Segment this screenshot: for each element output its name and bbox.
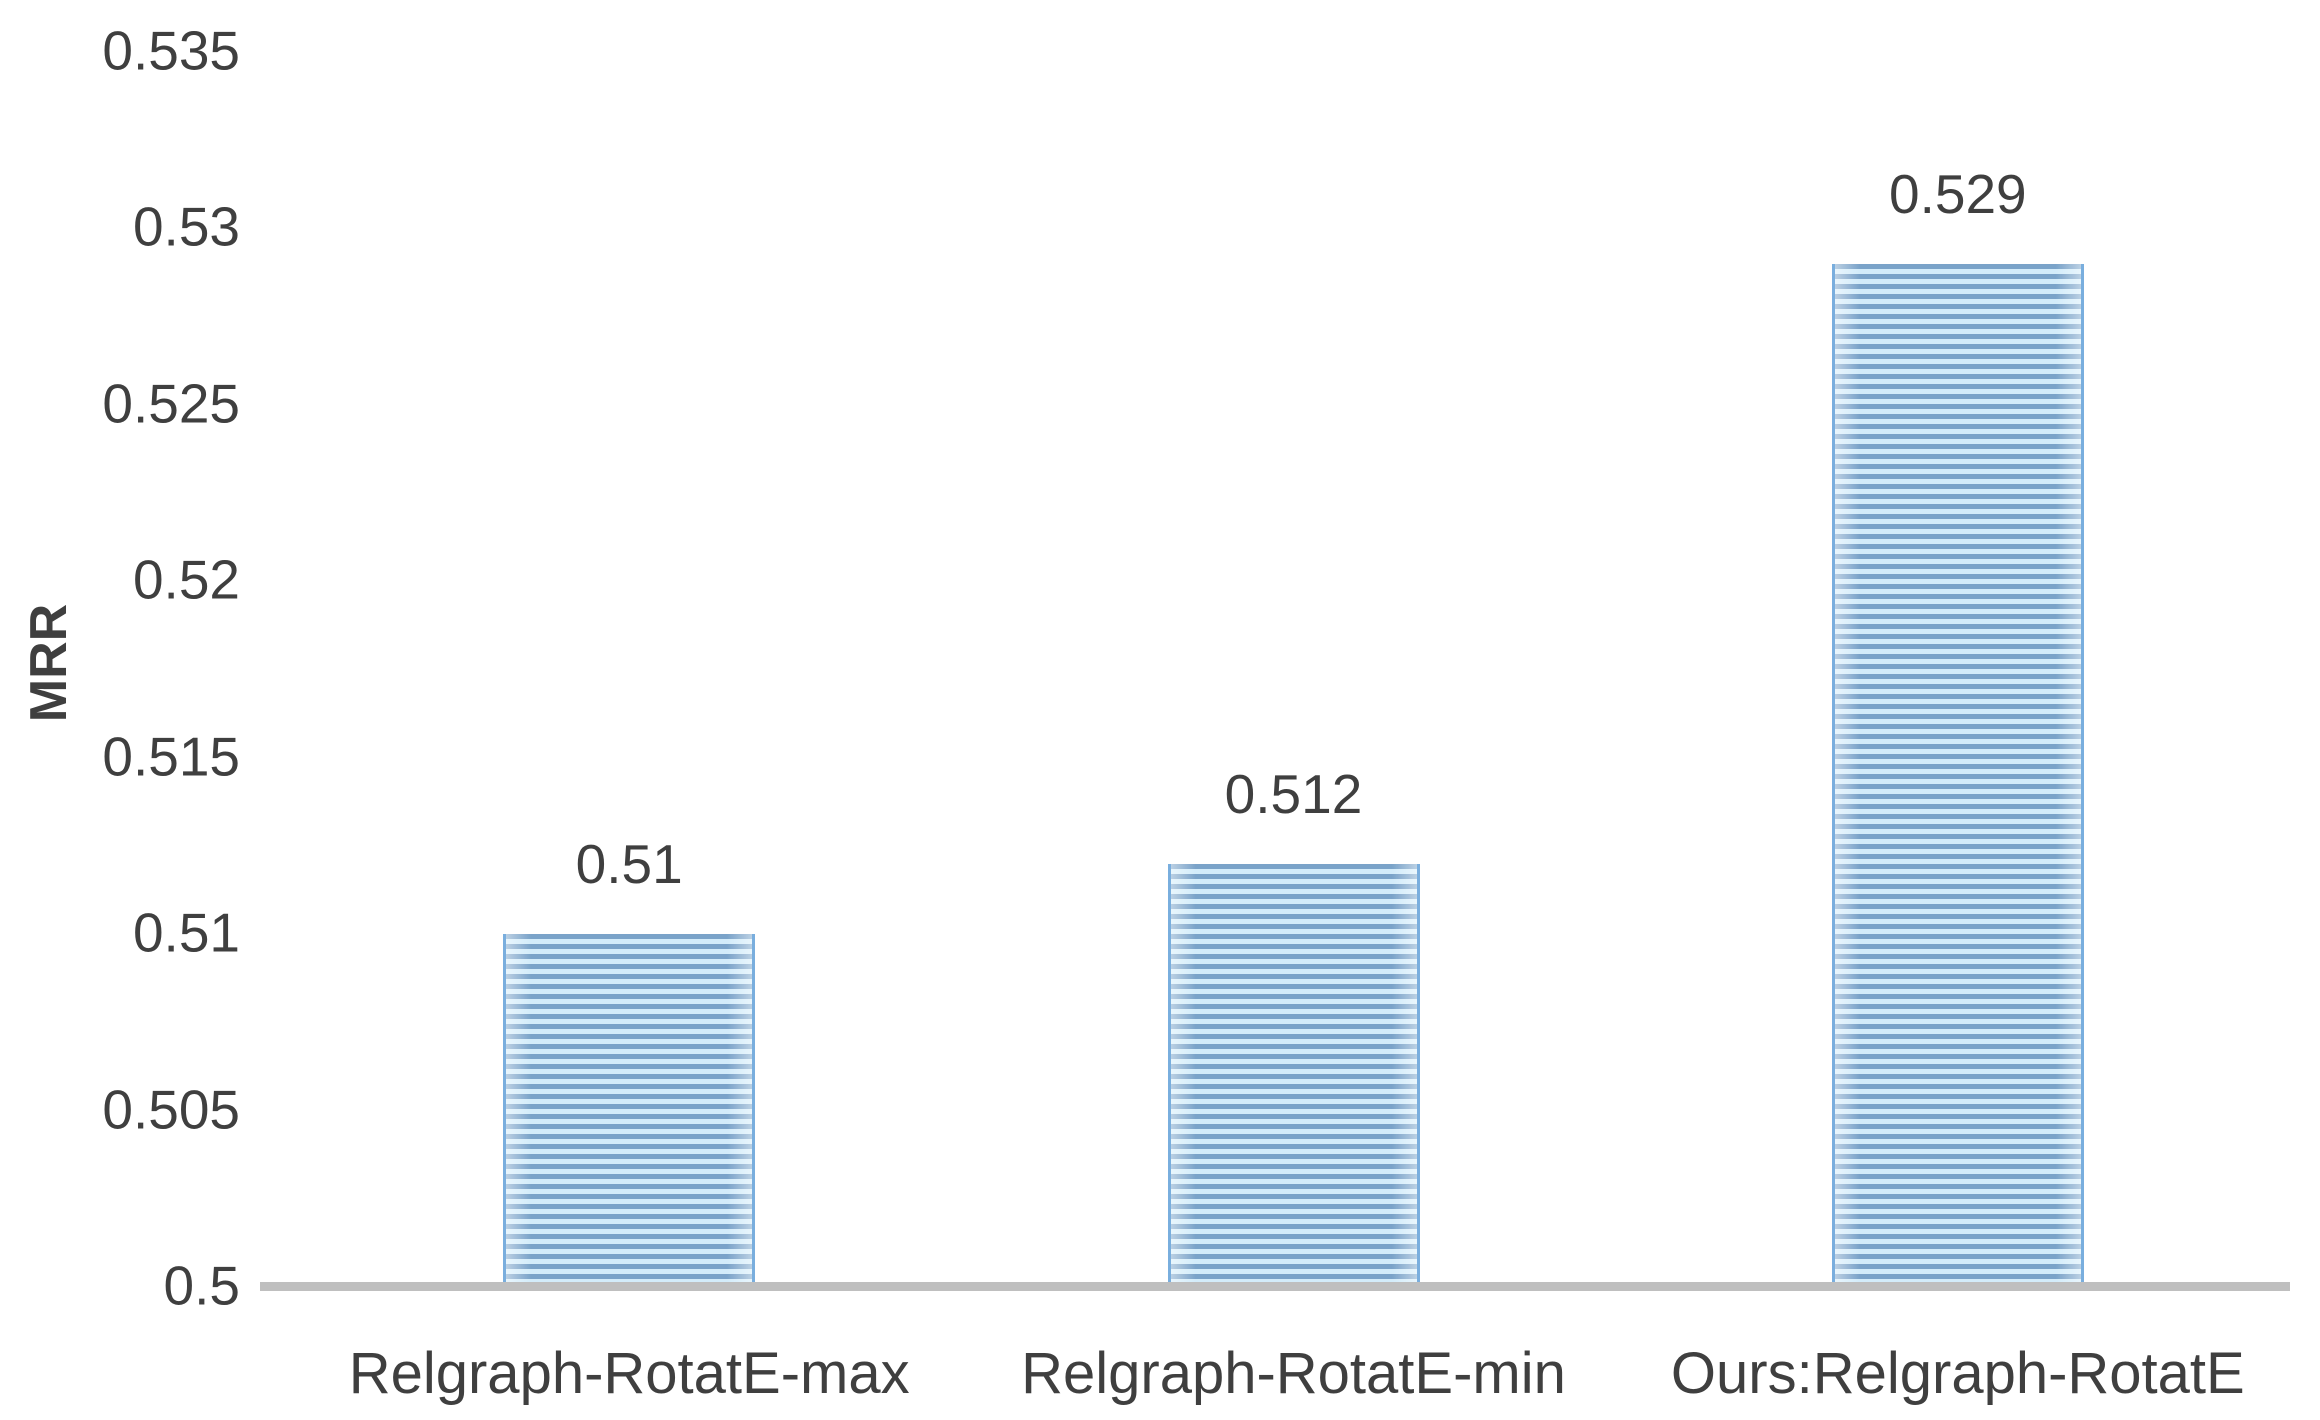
x-axis-category-label: Ours:Relgraph-RotatE [1670,1341,2245,1406]
y-tick-label: 0.51 [132,901,240,964]
y-tick-label: 0.535 [102,19,240,82]
y-axis-title: MRR [20,603,78,723]
y-tick-label: 0.53 [132,196,240,259]
y-tick-label: 0.505 [102,1078,240,1141]
x-axis-line [260,1282,2290,1291]
bar-value-label: 0.512 [1224,762,1363,825]
x-axis-category-label: Relgraph-RotatE-max [348,1341,910,1406]
bar-value-label: 0.529 [1889,162,2027,225]
bar-value-label: 0.51 [575,833,683,896]
y-tick-label: 0.5 [163,1254,240,1317]
y-tick-label: 0.525 [102,372,240,435]
bar-2 [1167,863,1420,1283]
x-axis-category-label: Relgraph-RotatE-min [1021,1341,1566,1406]
y-tick-label: 0.515 [102,725,240,788]
bar-3 [1831,263,2084,1283]
y-tick-label: 0.52 [132,549,240,612]
bar-1 [503,934,756,1283]
